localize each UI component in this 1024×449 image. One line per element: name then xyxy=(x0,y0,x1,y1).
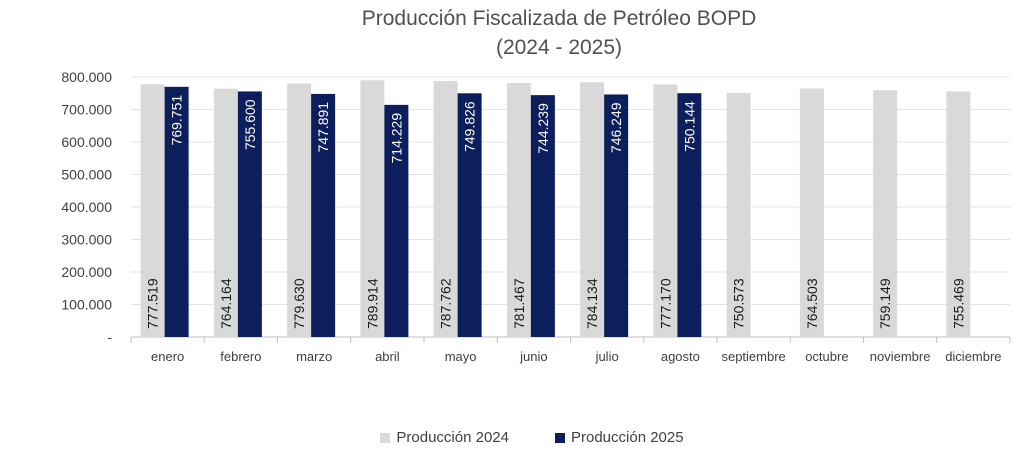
x-category-label: julio xyxy=(595,349,619,364)
data-label-2024: 787.762 xyxy=(438,278,454,329)
data-label-2024: 784.134 xyxy=(584,278,600,329)
bar-2025 xyxy=(677,93,702,337)
y-tick-label: 800.000 xyxy=(61,69,112,85)
data-label-2025: 755.600 xyxy=(242,99,258,150)
bar-2025 xyxy=(457,93,482,337)
bar-2025 xyxy=(530,95,555,338)
x-category-label: octubre xyxy=(805,349,848,364)
x-category-label: enero xyxy=(151,349,184,364)
bar-2024 xyxy=(873,90,898,337)
x-category-label: diciembre xyxy=(945,349,1001,364)
bar-2024 xyxy=(360,80,385,337)
bar-2024 xyxy=(506,83,531,337)
bar-2024 xyxy=(799,88,824,337)
x-category-label: noviembre xyxy=(870,349,931,364)
bar-2024 xyxy=(580,82,605,337)
bar-2025 xyxy=(164,86,189,337)
y-tick-label: 100.000 xyxy=(61,297,112,313)
bar-2024 xyxy=(213,88,238,337)
data-label-2025: 769.751 xyxy=(169,95,185,146)
x-category-label: mayo xyxy=(445,349,477,364)
data-label-2024: 789.914 xyxy=(364,278,380,329)
data-label-2025: 749.826 xyxy=(462,101,478,152)
bar-2025 xyxy=(604,94,629,337)
bar-2025 xyxy=(237,91,262,338)
bar-2024 xyxy=(653,84,678,338)
data-label-2024: 777.519 xyxy=(145,278,161,329)
data-label-2024: 779.630 xyxy=(291,278,307,329)
data-label-2024: 777.170 xyxy=(657,278,673,329)
data-label-2025: 744.239 xyxy=(535,103,551,154)
data-label-2024: 764.164 xyxy=(218,278,234,329)
data-label-2025: 746.249 xyxy=(608,102,624,153)
legend-label-2024: Producción 2024 xyxy=(396,429,509,446)
chart-title: Producción Fiscalizada de Petróleo BOPD … xyxy=(0,4,1024,62)
bar-2024 xyxy=(287,83,312,338)
y-tick-label: 600.000 xyxy=(61,134,112,150)
data-label-2024: 750.573 xyxy=(731,278,747,329)
y-tick-label: 700.000 xyxy=(61,102,112,118)
x-category-label: abril xyxy=(375,349,400,364)
x-category-label: septiembre xyxy=(721,349,785,364)
y-tick-label: 500.000 xyxy=(61,167,112,183)
legend-item-2024: Producción 2024 xyxy=(380,429,509,446)
y-tick-label: 400.000 xyxy=(61,199,112,215)
x-category-label: febrero xyxy=(220,349,261,364)
bar-2025 xyxy=(311,93,336,337)
y-tick-label: 300.000 xyxy=(61,232,112,248)
x-category-label: agosto xyxy=(661,349,700,364)
data-label-2024: 759.149 xyxy=(877,278,893,329)
data-label-2024: 764.503 xyxy=(804,278,820,329)
data-label-2024: 781.467 xyxy=(511,278,527,329)
data-label-2025: 750.144 xyxy=(681,101,697,152)
data-label-2025: 747.891 xyxy=(315,102,331,153)
x-category-label: junio xyxy=(519,349,547,364)
legend-label-2025: Producción 2025 xyxy=(571,429,684,446)
data-label-2025: 714.229 xyxy=(388,113,404,164)
bar-2024 xyxy=(140,84,165,337)
legend-swatch-2025 xyxy=(555,432,565,443)
bar-2024 xyxy=(946,91,971,338)
data-label-2024: 755.469 xyxy=(950,278,966,329)
y-tick-label: - xyxy=(107,329,112,345)
legend-swatch-2024 xyxy=(380,432,391,443)
chart-title-line-2: (2024 - 2025) xyxy=(495,36,623,59)
x-category-label: marzo xyxy=(296,349,332,364)
chart-title-line-1: Producción Fiscalizada de Petróleo BOPD xyxy=(361,7,757,30)
legend-item-2025: Producción 2025 xyxy=(555,429,684,446)
y-tick-label: 200.000 xyxy=(61,264,112,280)
bar-2024 xyxy=(433,80,458,337)
bar-2024 xyxy=(726,93,751,337)
bar-2025 xyxy=(384,104,409,337)
chart-legend: Producción 2024 Producción 2025 xyxy=(0,429,1024,446)
